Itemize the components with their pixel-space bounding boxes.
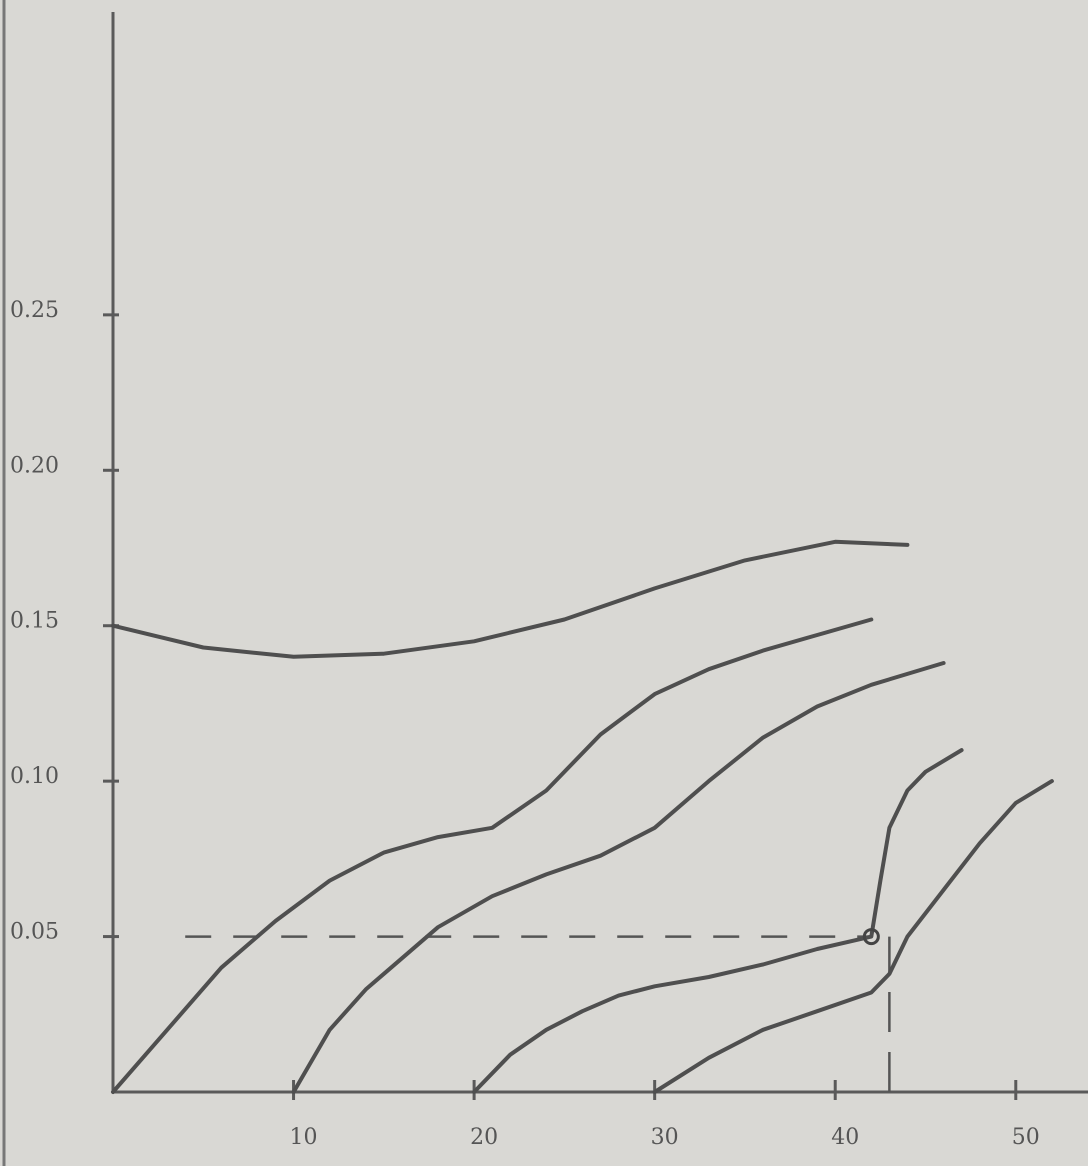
y-tick-label: 0.10 (10, 764, 59, 789)
curve (472, 748, 964, 1094)
curve (652, 779, 1054, 1094)
curve (291, 661, 946, 1094)
curve (111, 539, 910, 659)
y-tick-label: 0.05 (10, 920, 59, 945)
curve (111, 617, 874, 1094)
x-tick-label: 30 (651, 1125, 679, 1150)
y-tick-label: 0.15 (10, 609, 59, 634)
x-tick-label: 20 (470, 1125, 498, 1150)
x-tick-label: 10 (290, 1125, 318, 1150)
y-tick-label: 0.20 (10, 453, 59, 478)
x-tick-label: 50 (1012, 1125, 1040, 1150)
y-tick-label: 0.25 (10, 298, 59, 323)
x-tick-label: 40 (831, 1125, 859, 1150)
marker-point (862, 928, 880, 946)
